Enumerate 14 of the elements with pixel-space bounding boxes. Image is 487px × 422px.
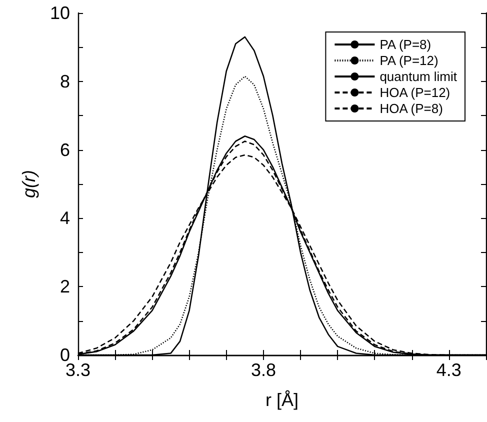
- y-axis-title: g(r): [19, 170, 39, 198]
- legend-label: PA (P=8): [380, 37, 432, 52]
- x-axis-title: r [Å]: [265, 390, 299, 410]
- y-tick-label: 10: [50, 3, 70, 23]
- legend-label: PA (P=12): [380, 53, 438, 68]
- x-tick-label: 4.3: [436, 360, 462, 380]
- y-tick-label: 4: [60, 208, 70, 228]
- y-tick-label: 2: [60, 276, 70, 297]
- y-tick-label: 6: [60, 140, 70, 160]
- legend-label: HOA (P=12): [380, 85, 450, 100]
- legend-label: quantum limit: [380, 69, 458, 84]
- legend-label: HOA (P=8): [380, 101, 443, 116]
- y-tick-label: 8: [60, 71, 70, 92]
- x-tick-label: 3.8: [250, 360, 276, 380]
